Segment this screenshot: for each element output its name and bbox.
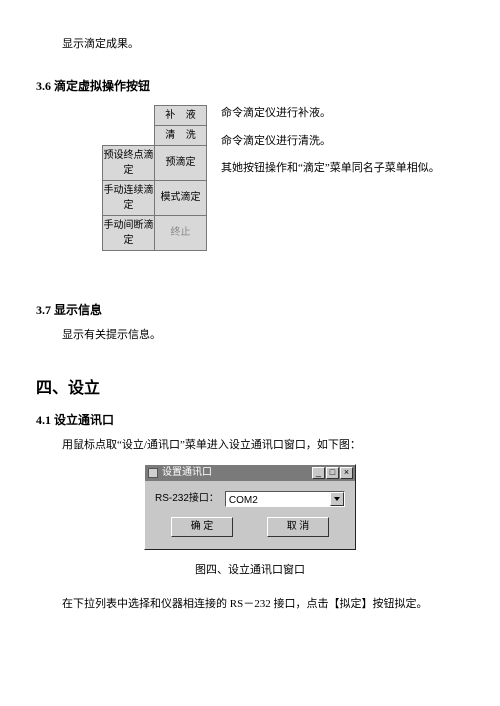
btn-pretitrate[interactable]: 预滴定: [155, 145, 207, 180]
rs232-label: RS-232接口：: [155, 491, 219, 506]
button-notes: 命令滴定仪进行补液。 命令滴定仪进行清洗。 其她按钮操作和“滴定”菜单同名子菜单…: [221, 105, 440, 186]
dialog-title-text: 设置通讯口: [162, 465, 212, 480]
btn-manual-interval[interactable]: 手动间断滴定: [103, 215, 155, 250]
minimize-icon[interactable]: _: [312, 467, 325, 479]
rs232-value: COM2: [226, 492, 330, 506]
heading-4-1: 4.1 设立通讯口: [36, 411, 464, 429]
note-clean: 命令滴定仪进行清洗。: [221, 133, 440, 150]
rs232-combobox[interactable]: COM2: [225, 491, 345, 507]
virtual-button-grid: 补 液 清 洗 预设终点滴定 预滴定 手动连续滴定 模式滴定 手动间断滴定 终止: [102, 105, 207, 251]
figure-caption-4: 图四、设立通讯口窗口: [36, 562, 464, 579]
heading-3-7: 3.7 显示信息: [36, 301, 464, 319]
heading-3-6: 3.6 滴定虚拟操作按钮: [36, 77, 464, 95]
btn-refill[interactable]: 补 液: [155, 105, 207, 125]
lead-4-1: 用鼠标点取“设立/通讯口”菜单进入设立通讯口窗口，如下图：: [36, 437, 464, 454]
dialog-titlebar[interactable]: 设置通讯口 _ □ ×: [145, 465, 355, 481]
grid-empty-2: [103, 125, 155, 145]
btn-preset-endpoint[interactable]: 预设终点滴定: [103, 145, 155, 180]
intro-text: 显示滴定成果。: [36, 36, 464, 53]
btn-clean[interactable]: 清 洗: [155, 125, 207, 145]
grid-empty-1: [103, 105, 155, 125]
note-others: 其她按钮操作和“滴定”菜单同名子菜单相似。: [221, 160, 440, 177]
dialog-app-icon: [148, 468, 158, 478]
comm-port-dialog: 设置通讯口 _ □ × RS-232接口： COM2 确 定 取 消: [144, 464, 356, 550]
chevron-down-icon[interactable]: [330, 492, 344, 506]
close-icon[interactable]: ×: [340, 467, 353, 479]
btn-mode-titrate[interactable]: 模式滴定: [155, 180, 207, 215]
btn-manual-continuous[interactable]: 手动连续滴定: [103, 180, 155, 215]
heading-4: 四、设立: [36, 377, 464, 401]
maximize-icon[interactable]: □: [326, 467, 339, 479]
ok-button[interactable]: 确 定: [171, 517, 233, 537]
text-3-7: 显示有关提示信息。: [36, 327, 464, 344]
btn-stop[interactable]: 终止: [155, 215, 207, 250]
tail-4-1: 在下拉列表中选择和仪器相连接的 RS－232 接口，点击【拟定】按钮拟定。: [36, 596, 464, 613]
note-refill: 命令滴定仪进行补液。: [221, 105, 440, 122]
cancel-button[interactable]: 取 消: [267, 517, 329, 537]
